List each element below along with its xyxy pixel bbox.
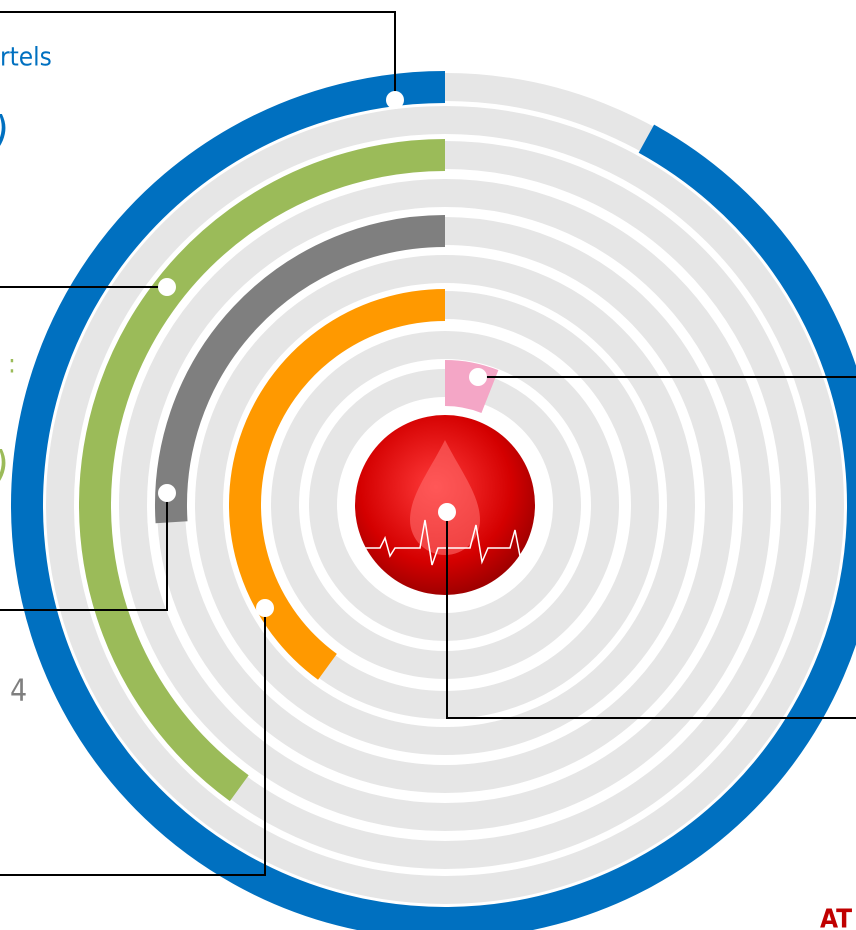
- dot: [158, 484, 176, 502]
- drop: [410, 440, 480, 555]
- arc-bar: [229, 289, 446, 680]
- arc-bar: [444, 360, 499, 414]
- track: [195, 255, 695, 755]
- dot: [386, 91, 404, 109]
- leader-lines: [0, 11, 856, 876]
- dot: [256, 599, 274, 617]
- arc-bar: [155, 215, 446, 524]
- leader-line: [0, 493, 168, 611]
- track: [271, 331, 619, 679]
- label: AT: [820, 905, 852, 930]
- track: [119, 179, 771, 831]
- label: ): [0, 442, 9, 493]
- dot: [469, 368, 487, 386]
- label: ): [0, 107, 9, 158]
- dot: [158, 278, 176, 296]
- dot: [438, 503, 456, 521]
- dots: [158, 91, 487, 617]
- leader-line: [0, 608, 266, 876]
- leader-line: [0, 11, 396, 100]
- track: [46, 106, 844, 904]
- label: rtels: [0, 43, 52, 73]
- arc-bar: [79, 139, 446, 802]
- arc-bar: [11, 71, 856, 930]
- label: :: [8, 350, 16, 380]
- arcs: [11, 71, 856, 930]
- leader-line: [446, 512, 856, 719]
- label: 4: [10, 674, 27, 709]
- ecg-line: [360, 519, 534, 566]
